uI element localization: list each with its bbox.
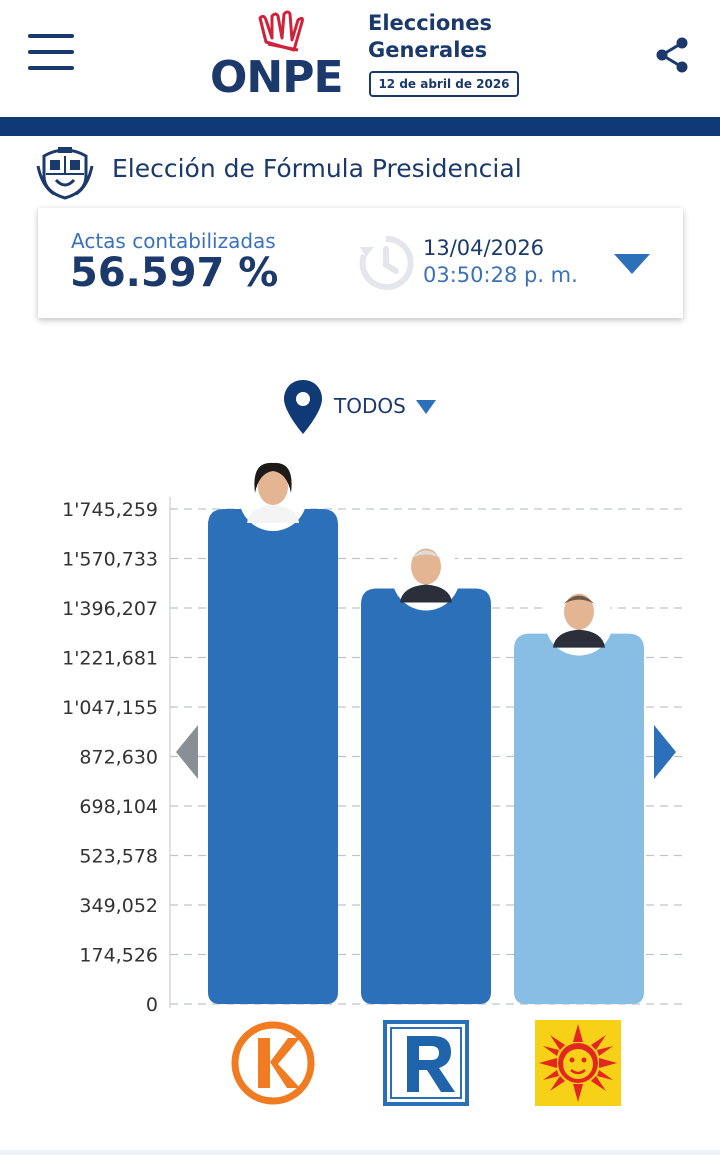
- y-tick-label: 0: [146, 994, 158, 1016]
- election-date-badge: 12 de abril de 2026: [369, 71, 519, 97]
- previous-arrow-icon[interactable]: [176, 725, 198, 779]
- y-tick-label: 523,578: [79, 845, 158, 867]
- candidate-bar[interactable]: [208, 509, 338, 1004]
- candidate-avatar[interactable]: [392, 542, 460, 611]
- y-tick-label: 1'047,155: [62, 697, 158, 719]
- party-logo-renovacion-popular[interactable]: [383, 1020, 469, 1106]
- y-tick-label: 1'570,733: [62, 549, 158, 571]
- y-tick-label: 349,052: [79, 895, 158, 917]
- y-tick-label: 1'745,259: [62, 499, 158, 521]
- party-logo-fuerza-popular[interactable]: [230, 1020, 316, 1106]
- menu-icon-line: [28, 34, 74, 38]
- actas-label: Actas contabilizadas: [71, 229, 276, 253]
- update-time: 03:50:28 p. m.: [423, 263, 578, 287]
- location-pin-icon: [284, 380, 322, 434]
- peru-coat-of-arms-icon: [36, 147, 94, 200]
- actas-percentage: 56.597 %: [70, 250, 279, 296]
- party-logo-sun[interactable]: [535, 1020, 621, 1106]
- menu-icon-line: [28, 66, 74, 70]
- history-clock-icon: [359, 235, 414, 290]
- header-title-line1: Elecciones: [368, 11, 493, 35]
- menu-icon-line: [28, 50, 74, 54]
- candidate-bar[interactable]: [361, 588, 491, 1004]
- bottom-divider: [0, 1150, 720, 1155]
- candidate-bar[interactable]: [514, 633, 644, 1004]
- header-title-line2: Generales: [368, 38, 488, 62]
- y-tick-label: 1'221,681: [62, 648, 158, 670]
- header-title: Elecciones Generales: [368, 10, 528, 64]
- region-filter[interactable]: TODOS: [282, 378, 442, 436]
- onpe-hand-icon: [258, 10, 304, 52]
- y-tick-label: 1'396,207: [62, 598, 158, 620]
- region-filter-label: TODOS: [334, 394, 406, 418]
- update-date: 13/04/2026: [423, 236, 545, 260]
- y-tick-label: 174,526: [79, 945, 158, 967]
- menu-button[interactable]: [28, 32, 74, 72]
- y-tick-label: 872,630: [79, 746, 158, 768]
- candidate-avatar[interactable]: [239, 462, 307, 531]
- chevron-down-icon[interactable]: [614, 254, 650, 274]
- onpe-logo-text: ONPE: [210, 52, 344, 103]
- page-title: Elección de Fórmula Presidencial: [112, 154, 522, 183]
- votes-bar-chart: 0 174,526 349,052 523,578 698,104 872,630 1'04…: [62, 462, 684, 1016]
- caret-down-icon: [416, 400, 436, 414]
- candidate-avatar[interactable]: [545, 587, 613, 656]
- share-icon[interactable]: [654, 36, 690, 74]
- next-arrow-icon[interactable]: [654, 725, 676, 779]
- header-divider: [0, 117, 720, 136]
- app-header: ONPE Elecciones Generales 12 de abril de…: [0, 0, 720, 117]
- actas-summary-card: Actas contabilizadas 56.597 % 13/04/2026…: [38, 208, 683, 318]
- y-tick-label: 698,104: [79, 796, 158, 818]
